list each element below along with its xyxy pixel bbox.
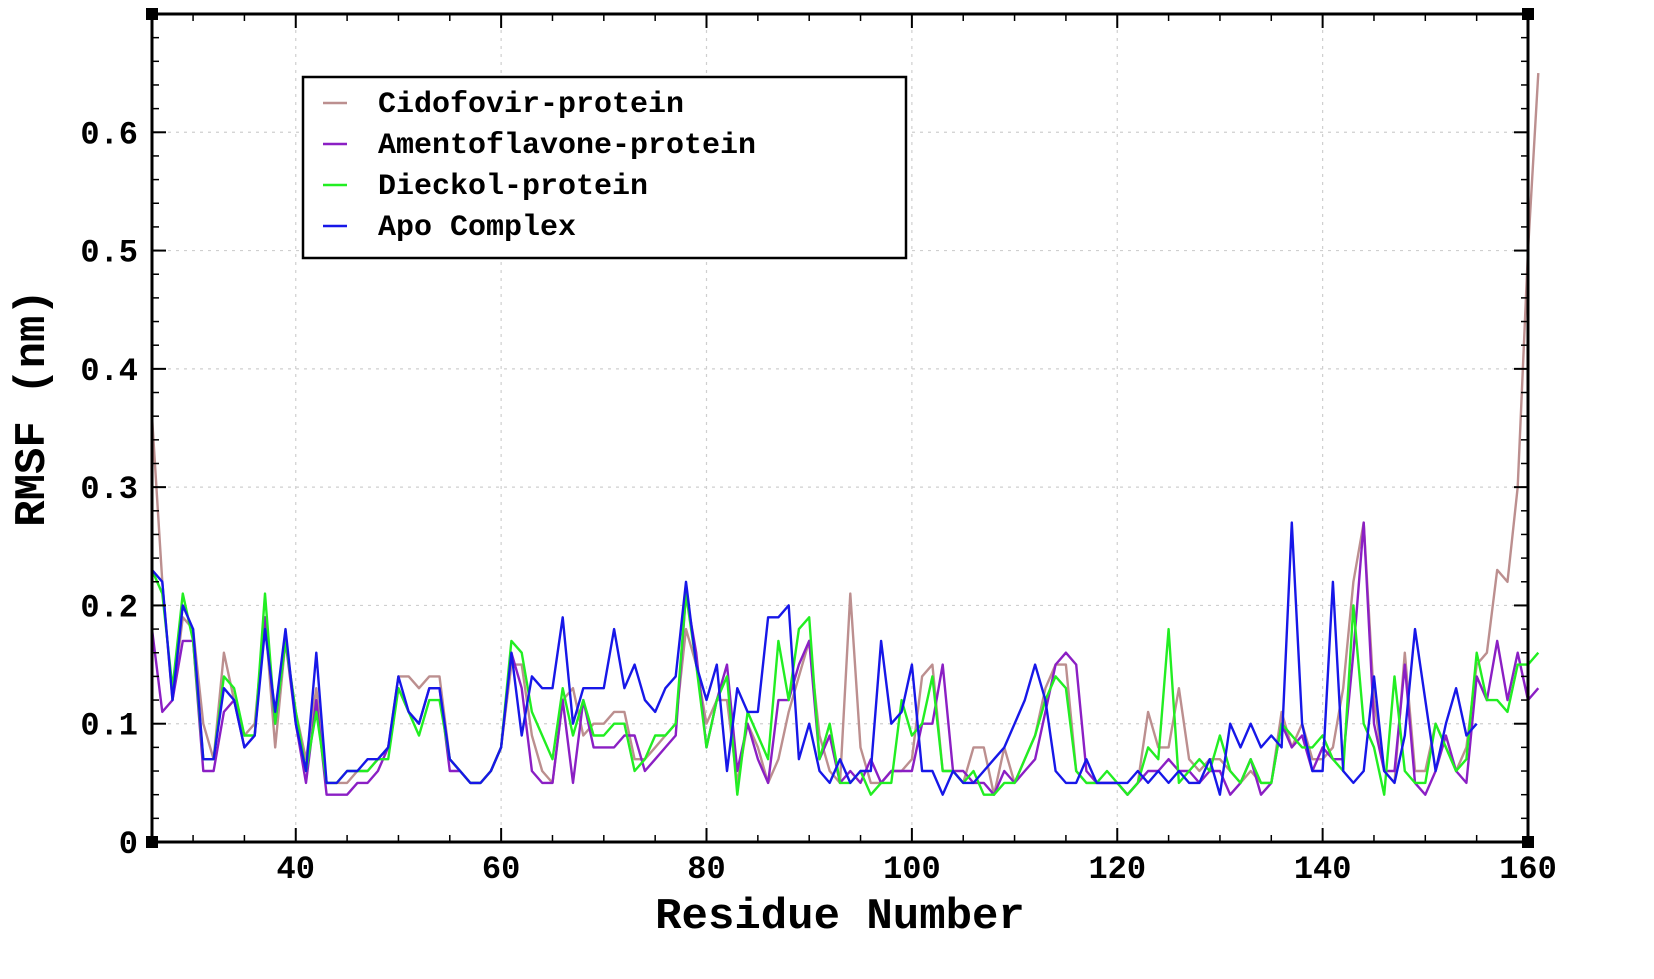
y-tick-label: 0.2 xyxy=(80,589,138,626)
y-tick-label: 0.3 xyxy=(80,471,138,508)
plot-frame xyxy=(150,12,1530,844)
x-tick-label: 80 xyxy=(687,851,725,888)
x-tick-label: 100 xyxy=(883,851,941,888)
x-axis-title: Residue Number xyxy=(655,892,1025,942)
y-axis-title: RMSF (nm) xyxy=(8,289,58,527)
corner-mark xyxy=(146,8,158,20)
legend-label: Cidofovir-protein xyxy=(378,88,684,122)
legend: Cidofovir-protein Amentoflavone-protein Di… xyxy=(301,75,908,260)
series-layer xyxy=(150,73,1540,796)
y-tick-labels: 0 0.1 0.2 0.3 0.4 0.5 0.6 xyxy=(80,116,138,863)
x-tick-label: 140 xyxy=(1294,851,1352,888)
y-tick-label: 0.1 xyxy=(80,708,138,745)
y-tick-label: 0.5 xyxy=(80,235,138,272)
y-tick-label: 0.4 xyxy=(80,353,138,390)
legend-label: Apo Complex xyxy=(378,211,576,245)
x-tick-label: 40 xyxy=(277,851,315,888)
series-line-apo-complex xyxy=(151,521,1478,796)
y-tick-label: 0 xyxy=(119,826,138,863)
x-tick-label: 120 xyxy=(1088,851,1146,888)
x-tick-label: 160 xyxy=(1499,851,1557,888)
legend-box xyxy=(301,75,908,260)
legend-label: Amentoflavone-protein xyxy=(378,129,756,163)
axis-ticks xyxy=(152,14,1529,843)
legend-label: Dieckol-protein xyxy=(378,170,648,204)
y-tick-label: 0.6 xyxy=(80,116,138,153)
corner-marks xyxy=(146,8,1534,848)
x-tick-labels: 40 60 80 100 120 140 160 xyxy=(277,851,1557,888)
x-tick-label: 60 xyxy=(482,851,520,888)
